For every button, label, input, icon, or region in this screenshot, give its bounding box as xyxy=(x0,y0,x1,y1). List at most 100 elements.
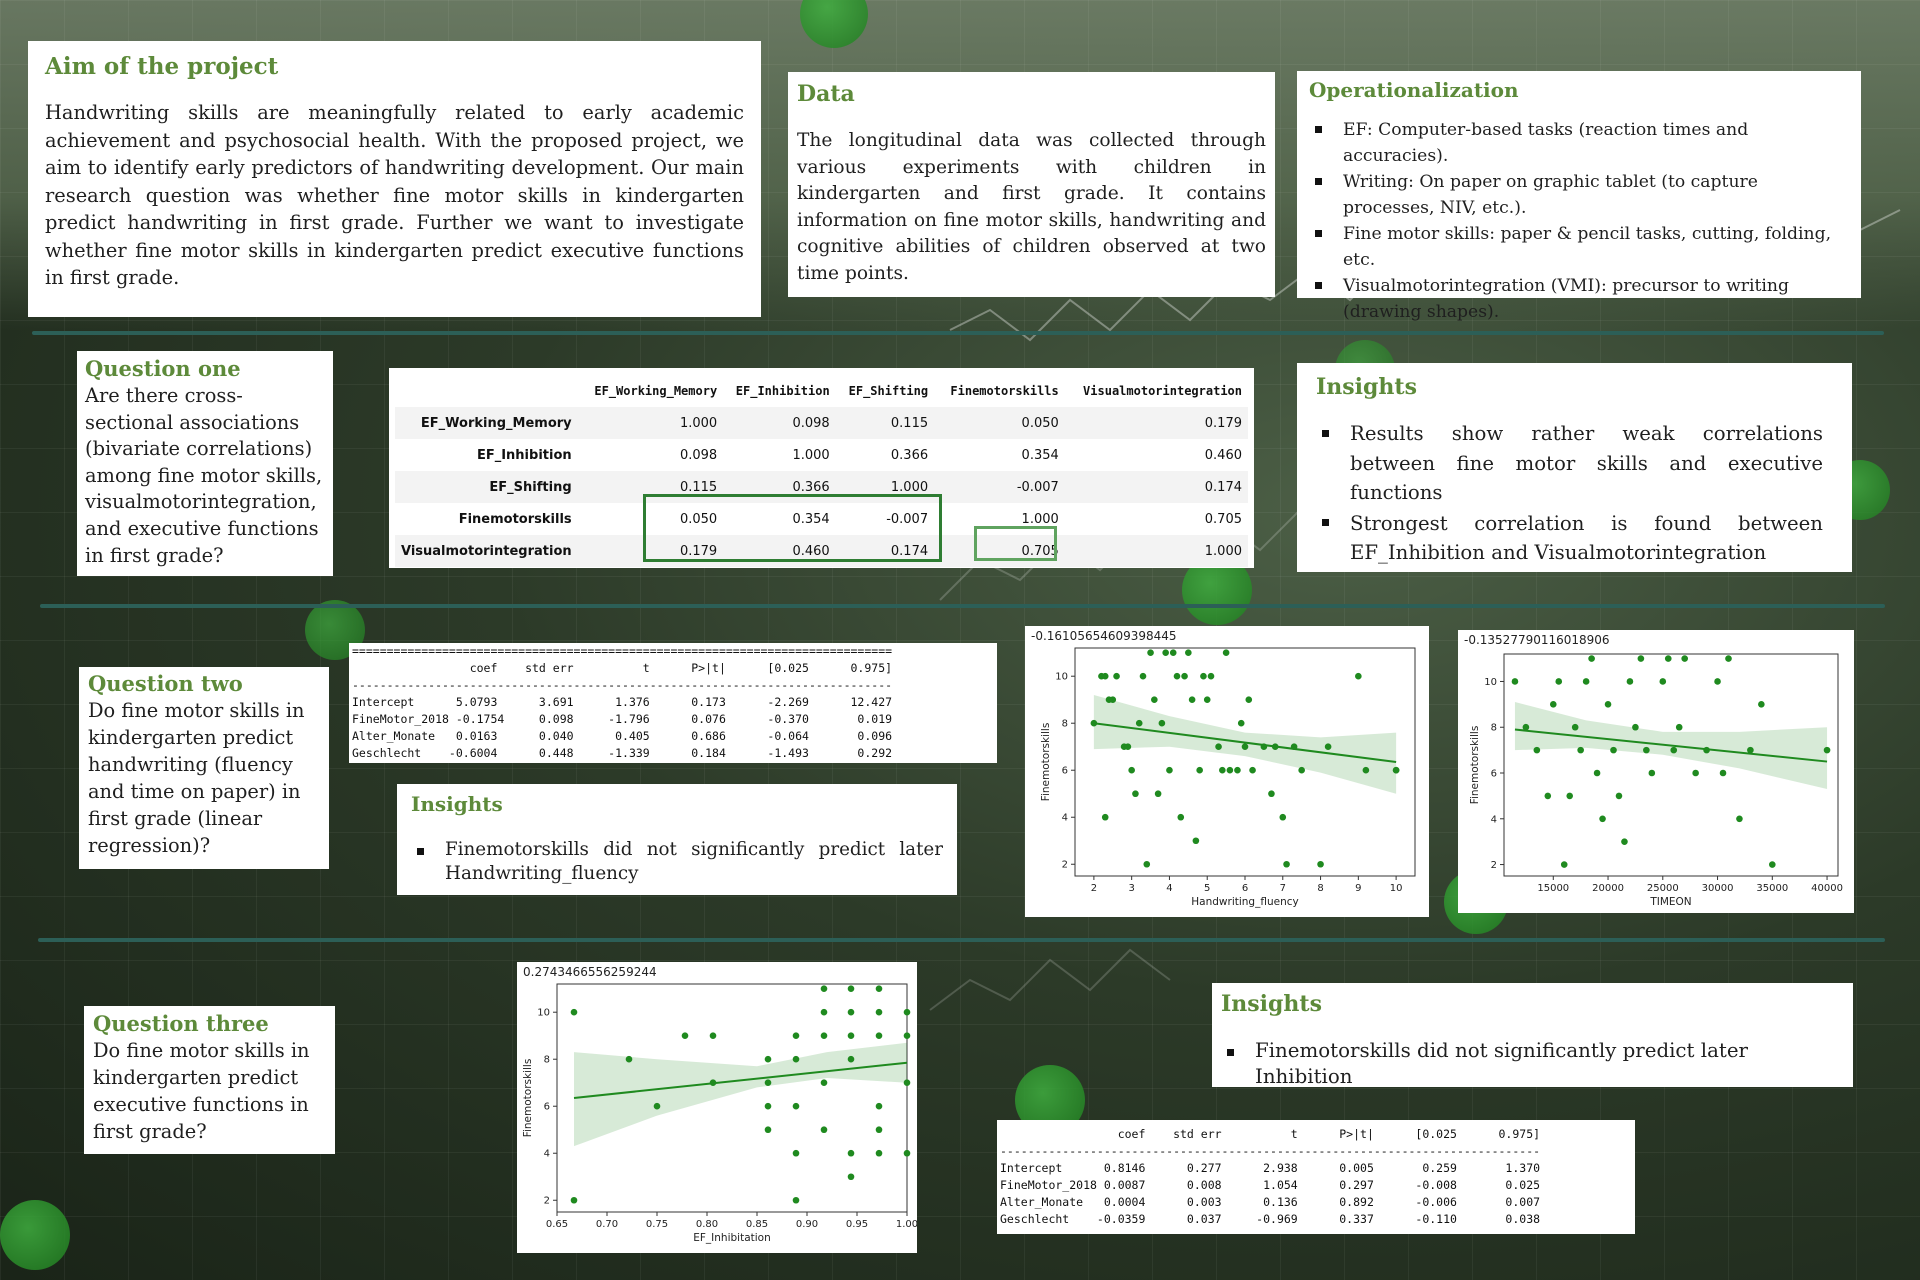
q2-text: Do fine motor skills in kindergarten pre… xyxy=(88,699,305,857)
data-point xyxy=(1555,678,1563,685)
data-point xyxy=(1317,860,1324,868)
table-cell: 0.179 xyxy=(1064,407,1248,439)
x-tick-label: 0.90 xyxy=(796,1219,818,1230)
q1-insights-card: Insights Results show rather weak correl… xyxy=(1297,363,1852,572)
table-cell: 0.354 xyxy=(1021,447,1059,463)
data-point xyxy=(764,1055,772,1063)
trend-line xyxy=(1093,722,1397,763)
section-divider xyxy=(32,331,1884,335)
data-point xyxy=(1703,746,1710,754)
insight-item: Finemotorskills did not significantly pr… xyxy=(1221,1038,1844,1090)
data-point xyxy=(1522,723,1530,731)
table-cell: 0.115 xyxy=(577,471,724,503)
table-row: EF_Inhibition 0.098 1.000 0.366 0.354 0.… xyxy=(395,439,1248,471)
highlight-box-vmi xyxy=(974,526,1057,561)
table-cell: 1.000 xyxy=(835,471,935,503)
data-point xyxy=(1124,743,1132,751)
x-tick-label: 3 xyxy=(1128,883,1134,894)
q1-insights-list: Results show rather weak correlations be… xyxy=(1316,419,1833,568)
data-point xyxy=(792,1102,800,1110)
y-tick-label: 4 xyxy=(544,1149,550,1160)
table-row: EF_Shifting 0.115 0.366 1.000 -0.007 0.1… xyxy=(395,471,1248,503)
data-point xyxy=(1279,813,1287,821)
data-point xyxy=(1143,860,1151,868)
data-point xyxy=(1637,655,1645,662)
data-point xyxy=(820,985,828,993)
x-axis-label: Handwriting_fluency xyxy=(1191,896,1298,908)
table-header: Visualmotorintegration xyxy=(1083,384,1242,398)
plot-frame xyxy=(556,983,908,1213)
q2-regression-table: ========================================… xyxy=(352,644,893,760)
table-cell: 1.000 xyxy=(1064,535,1248,567)
table-cell: 0.050 xyxy=(679,511,718,527)
data-point xyxy=(875,1032,883,1040)
table-cell: -0.007 xyxy=(934,471,1065,503)
table-cell: 0.098 xyxy=(679,447,718,463)
x-tick-label: 9 xyxy=(1355,883,1361,894)
trend-line xyxy=(573,1061,908,1099)
x-tick-label: 0.65 xyxy=(546,1219,568,1230)
insight-item: Strongest correlation is found between E… xyxy=(1316,509,1823,568)
row-header: EF_Working_Memory xyxy=(395,407,578,439)
data-point xyxy=(1219,766,1226,774)
data-point xyxy=(1169,649,1177,657)
data-point xyxy=(903,1008,911,1016)
data-point xyxy=(1577,746,1584,754)
data-point xyxy=(1298,766,1305,774)
data-point xyxy=(1670,746,1678,754)
data-point xyxy=(1101,813,1109,821)
data-point xyxy=(570,1008,578,1016)
plot-title: -0.13527790116018906 xyxy=(1464,633,1610,647)
x-axis-label: EF_Inhibitation xyxy=(693,1232,771,1244)
data-point xyxy=(1260,743,1268,751)
data-point xyxy=(903,1079,911,1087)
plot-title: 0.2743466556259244 xyxy=(523,965,657,979)
table-cell: 0.705 xyxy=(934,535,1065,567)
row-header: Finemotorskills xyxy=(458,511,572,527)
data-point xyxy=(1560,861,1568,868)
data-text: The longitudinal data was collected thro… xyxy=(797,130,1266,284)
table-cell: 0.705 xyxy=(1204,511,1242,527)
data-point xyxy=(1621,838,1628,845)
x-tick-label: 30000 xyxy=(1702,883,1734,894)
data-point xyxy=(1549,701,1557,708)
x-tick-label: 15000 xyxy=(1537,883,1569,894)
data-point xyxy=(847,1173,855,1181)
data-point xyxy=(1271,743,1279,751)
q3-insights-list: Finemotorskills did not significantly pr… xyxy=(1221,1038,1844,1090)
data-point xyxy=(1135,719,1143,727)
plot-title: -0.16105654609398445 xyxy=(1031,629,1177,643)
q3-insights-title: Insights xyxy=(1221,991,1322,1017)
row-header: Visualmotorintegration xyxy=(395,535,578,567)
data-point xyxy=(792,1032,800,1040)
data-point xyxy=(792,1149,800,1157)
q1-title: Question one xyxy=(85,356,241,381)
table-cell: 0.460 xyxy=(1204,447,1242,463)
data-point xyxy=(681,1032,689,1040)
q2-insights-title: Insights xyxy=(411,792,503,816)
data-point xyxy=(1158,719,1166,727)
data-point xyxy=(1758,701,1765,708)
table-header: Finemotorskills xyxy=(950,384,1059,398)
row-header: EF_Inhibition xyxy=(476,447,572,463)
data-point xyxy=(875,1008,883,1016)
y-tick-label: 4 xyxy=(1491,814,1497,825)
x-tick-label: 35000 xyxy=(1756,883,1788,894)
data-point xyxy=(1714,678,1721,685)
data-point xyxy=(847,1008,855,1016)
data-point xyxy=(1128,766,1135,774)
data-point xyxy=(1290,743,1298,751)
operationalization-list: EF: Computer-based tasks (reaction times… xyxy=(1309,117,1849,325)
table-cell: 1.000 xyxy=(1021,511,1059,527)
table-header: EF_Shifting xyxy=(848,384,929,398)
data-point xyxy=(1283,860,1290,868)
q1-insights-title: Insights xyxy=(1316,374,1417,400)
data-point xyxy=(1234,766,1241,774)
data-point xyxy=(792,1055,800,1063)
confidence-band xyxy=(574,1042,907,1147)
section-divider xyxy=(38,938,1885,942)
y-axis-label: Finemotorskills xyxy=(1040,723,1052,802)
data-card: Data The longitudinal data was collected… xyxy=(788,72,1275,297)
table-cell: 0.050 xyxy=(934,407,1065,439)
q3-insights-card: Insights Finemotorskills did not signifi… xyxy=(1212,983,1853,1090)
